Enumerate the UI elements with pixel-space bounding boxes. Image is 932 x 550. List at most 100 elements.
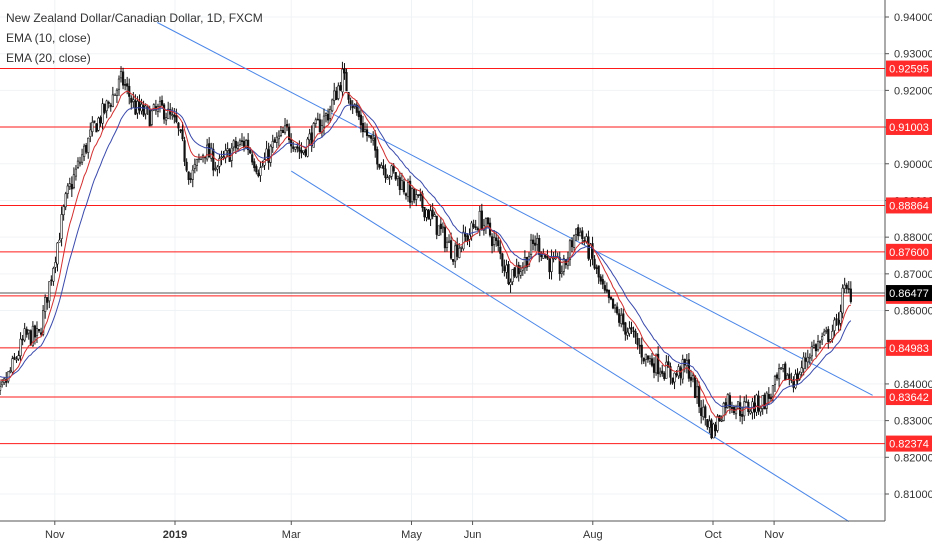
candle-body xyxy=(331,99,334,112)
candle-body xyxy=(468,234,471,240)
candle-body xyxy=(714,424,717,432)
candle-body xyxy=(429,210,432,220)
candle-body xyxy=(558,257,561,275)
candle-body xyxy=(27,329,30,334)
candle-body xyxy=(171,114,174,117)
candle-body xyxy=(529,239,533,256)
candle-body xyxy=(273,139,276,143)
candle-body xyxy=(7,371,10,382)
candle-body xyxy=(95,123,98,133)
candle-body xyxy=(511,269,514,283)
candle-body xyxy=(35,328,39,336)
candle-body xyxy=(659,371,662,375)
candle-body xyxy=(173,114,176,118)
candle-body xyxy=(0,386,2,391)
candle-body xyxy=(15,358,18,361)
level-badge xyxy=(886,197,932,214)
candle-body xyxy=(255,166,258,173)
candle-body xyxy=(505,264,508,273)
candle-body xyxy=(54,262,57,268)
candle-body xyxy=(673,372,676,383)
candle-body xyxy=(31,325,34,347)
candle-body xyxy=(52,268,55,282)
candle-body xyxy=(87,137,90,153)
candle-body xyxy=(384,168,387,179)
candle-body xyxy=(538,238,541,255)
level-badge xyxy=(886,435,932,452)
candle-body xyxy=(175,115,178,123)
candle-body xyxy=(404,193,408,196)
candle-body xyxy=(187,171,190,180)
candle-body xyxy=(562,258,565,272)
candle-body xyxy=(74,168,78,177)
candle-body xyxy=(597,265,600,278)
level-label: 0.88864 xyxy=(889,200,929,212)
candle-body xyxy=(220,156,223,159)
level-badge xyxy=(886,389,932,406)
candle-body xyxy=(363,129,367,132)
candle-body xyxy=(111,94,114,107)
candle-body xyxy=(37,328,41,332)
candle-body xyxy=(474,226,477,228)
candle-body xyxy=(708,420,711,428)
candle-body xyxy=(499,246,502,254)
candle-body xyxy=(413,188,416,201)
candle-body xyxy=(322,115,326,128)
candle-body xyxy=(847,288,850,290)
x-tick-label: Aug xyxy=(583,529,603,541)
candle-body xyxy=(97,117,100,131)
candle-body xyxy=(577,227,580,237)
candle-body xyxy=(761,395,764,409)
candle-body xyxy=(484,218,488,228)
channel-upper-line xyxy=(157,22,873,396)
candle-body xyxy=(232,140,235,148)
candle-body xyxy=(66,185,69,194)
y-tick-label: 0.94000 xyxy=(894,12,932,24)
candle-body xyxy=(486,217,490,225)
candle-body xyxy=(654,354,658,374)
candle-body xyxy=(56,242,59,265)
candle-body xyxy=(277,135,280,140)
candle-body xyxy=(392,166,395,172)
candle-body xyxy=(357,110,360,118)
candle-body xyxy=(667,361,670,368)
candle-body xyxy=(285,123,289,127)
candle-body xyxy=(279,130,283,136)
candle-body xyxy=(650,358,654,366)
candle-body xyxy=(821,336,824,341)
candle-body xyxy=(80,154,84,163)
candle-body xyxy=(765,392,768,409)
candle-body xyxy=(93,120,96,123)
candle-body xyxy=(531,239,535,245)
candle-body xyxy=(339,85,342,91)
candle-body xyxy=(493,237,496,245)
candle-body xyxy=(72,174,75,188)
candle-body xyxy=(640,344,643,358)
candle-body xyxy=(398,177,401,190)
candle-body xyxy=(19,338,22,357)
candle-body xyxy=(663,372,666,379)
candle-body xyxy=(417,194,420,196)
candle-body xyxy=(550,256,553,272)
x-axis-labels: Nov 2019 Mar May Jun Aug Oct Nov xyxy=(45,529,784,541)
candle-body xyxy=(376,149,379,165)
candle-body xyxy=(769,397,772,399)
candle-body xyxy=(378,164,381,168)
candle-body xyxy=(665,361,668,379)
level-label: 0.87600 xyxy=(889,247,929,259)
x-tick-label: 2019 xyxy=(163,529,187,541)
candle-body xyxy=(495,237,498,241)
candle-body xyxy=(169,109,172,115)
current-price-badge xyxy=(886,285,932,302)
candle-body xyxy=(548,258,551,273)
candle-body xyxy=(435,215,438,235)
candle-body xyxy=(152,104,155,111)
candle-body xyxy=(335,90,338,101)
candle-body xyxy=(568,240,572,260)
candle-body xyxy=(179,129,182,132)
candle-body xyxy=(613,304,617,309)
candle-body xyxy=(251,154,254,163)
candle-body xyxy=(281,130,285,134)
candle-body xyxy=(107,102,110,104)
